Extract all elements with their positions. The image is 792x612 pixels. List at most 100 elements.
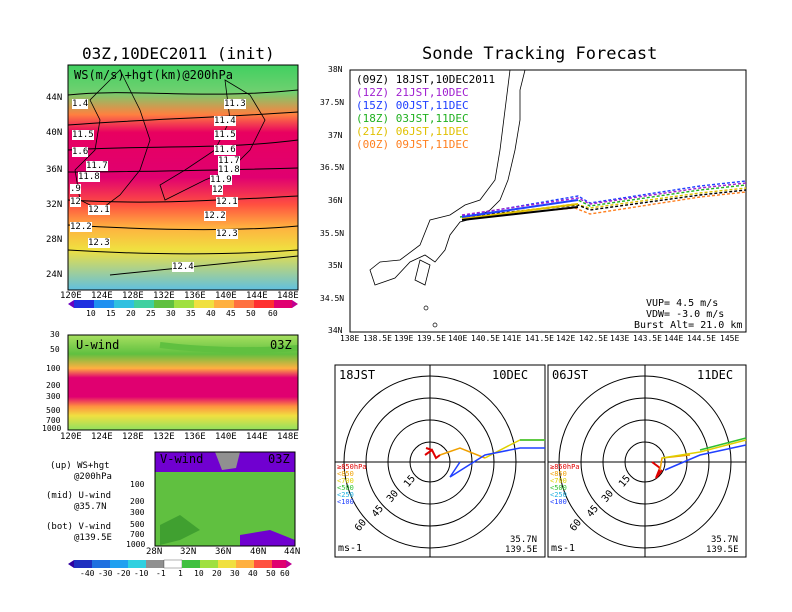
ws-lon-tick: 128E — [122, 291, 144, 301]
uwind-lon-tick: 128E — [122, 432, 144, 442]
legend-mid: (mid) U-wind — [46, 491, 112, 501]
track-map-island — [423, 305, 429, 311]
track-lon-tick: 145E — [720, 334, 740, 343]
ws-map-contour — [67, 111, 299, 126]
track-lon-tick: 139.5E — [417, 334, 446, 343]
uwind-p-tick: 100 — [46, 364, 61, 373]
legend-up: (up) WS+hgt — [50, 461, 110, 471]
wind-colorbar-label: 10 — [194, 569, 204, 578]
run-legend-18z: (18Z) 03JST,11DEC — [356, 112, 469, 125]
ws-map-frame — [67, 64, 299, 291]
hodo2-lon: 139.5E — [706, 545, 739, 555]
hodo1-level: <250 — [337, 491, 354, 499]
run-legend-12z: (12Z) 21JST,10DEC — [356, 86, 469, 99]
hgt-label: 11.8 — [78, 172, 100, 182]
hodograph-1 — [334, 364, 546, 558]
hgt-label: 12.1 — [88, 205, 110, 215]
track-lon-tick: 138E — [340, 334, 360, 343]
wind-colorbar-label: 1 — [178, 569, 183, 578]
vwind-lat-tick: 40N — [250, 547, 267, 557]
track-lon-tick: 144E — [664, 334, 684, 343]
uwind-p-tick: 300 — [46, 392, 61, 401]
vwind-p-tick: 100 — [130, 480, 145, 489]
vwind-p-tick: 200 — [130, 497, 145, 506]
hodo2-unit: ms-1 — [551, 543, 576, 554]
wind-colorbar-label: -10 — [134, 569, 149, 578]
vwind-lat-tick: 28N — [146, 547, 163, 557]
ws-colorbar-label: 50 — [246, 309, 256, 318]
ws-colorbar-label: 60 — [268, 309, 278, 318]
hgt-label: 12.1 — [216, 197, 238, 207]
ws-lon-tick: 148E — [277, 291, 299, 301]
track-lon-tick: 141.5E — [525, 334, 554, 343]
uwind-lon-tick: 132E — [153, 432, 175, 442]
track-lat-tick: 35.5N — [320, 229, 345, 238]
ws-lat-tick: 40N — [46, 128, 63, 138]
track-solid-ascent — [461, 199, 579, 218]
hgt-label: 12.3 — [216, 229, 238, 239]
left-title: 03Z,10DEC2011 (init) — [82, 44, 275, 63]
track-lon-tick: 142E — [556, 334, 576, 343]
track-solid-ascent — [461, 203, 579, 220]
track-lon-tick: 140.5E — [471, 334, 500, 343]
hodo1-unit: ms-1 — [338, 543, 363, 554]
uwind-p-tick: 30 — [50, 330, 60, 339]
ws-lon-tick: 144E — [246, 291, 268, 301]
hgt-label: 11.5 — [72, 130, 94, 140]
track-00z — [464, 191, 747, 219]
hgt-label: 1.6 — [72, 147, 89, 157]
legend-up-level: @200hPa — [74, 472, 112, 482]
ws-map-contour — [67, 89, 299, 96]
ws-colorbar-label: 20 — [126, 309, 136, 318]
ws-map-contour — [109, 255, 299, 276]
ws-lon-tick: 136E — [184, 291, 206, 301]
ws-map-contour — [67, 195, 299, 203]
hodograph-2 — [547, 364, 747, 558]
hgt-label: 12 — [212, 185, 223, 195]
ws-lon-tick: 124E — [91, 291, 113, 301]
ws-colorbar-label: 40 — [206, 309, 216, 318]
track-lon-tick: 142.5E — [579, 334, 608, 343]
track-map-coastline — [369, 69, 526, 286]
ws-map-contour — [67, 224, 299, 231]
run-legend-21z: (21Z) 06JST,11DEC — [356, 125, 469, 138]
track-lat-tick: 38N — [328, 65, 343, 74]
track-lon-tick: 138.5E — [363, 334, 392, 343]
run-legend-00z: (00Z) 09JST,11DEC — [356, 138, 469, 151]
ws-colorbar-label: 30 — [166, 309, 176, 318]
run-legend-15z: (15Z) 00JST,11DEC — [356, 99, 469, 112]
uwind-lon-tick: 144E — [246, 432, 268, 442]
vwind-p-tick: 700 — [130, 530, 145, 539]
ws-map-label: WS(m/s)+hgt(km)@200hPa — [74, 68, 233, 82]
track-lat-tick: 36.5N — [320, 163, 345, 172]
uwind-title: U-wind — [76, 338, 120, 352]
ws-lat-tick: 32N — [46, 200, 63, 210]
hgt-label: 12.3 — [88, 238, 110, 248]
uwind-lon-tick: 148E — [277, 432, 299, 442]
hgt-label: 11.7 — [86, 161, 108, 171]
hgt-label: 1.4 — [72, 99, 89, 109]
hgt-label: 12.2 — [70, 222, 92, 232]
hodo1-time: 18JST — [339, 368, 376, 382]
legend-bot-level: @139.5E — [74, 533, 112, 543]
track-15z — [461, 180, 747, 217]
wind-colorbar-label: 40 — [248, 569, 258, 578]
wind-colorbar-label: 50 — [266, 569, 276, 578]
burst-readout: Burst Alt= 21.0 km — [634, 320, 743, 331]
hodo2-lat: 35.7N — [711, 535, 739, 545]
hgt-label: 11.3 — [224, 99, 246, 109]
hodo2-level: <500 — [550, 484, 567, 492]
track-lat-tick: 36N — [328, 196, 343, 205]
hodo1-lat: 35.7N — [510, 535, 538, 545]
hodo1-level: <700 — [337, 477, 354, 485]
track-map-island — [432, 322, 438, 328]
ws-map-contour — [67, 249, 299, 255]
vwind-lat-tick: 44N — [284, 547, 301, 557]
ws-colorbar-label: 35 — [186, 309, 196, 318]
uwind-p-tick: 50 — [50, 345, 60, 354]
uwind-time: 03Z — [270, 338, 292, 352]
uwind-p-tick: 500 — [46, 406, 61, 415]
vwind-time: 03Z — [268, 452, 290, 466]
ws-lat-tick: 36N — [46, 165, 63, 175]
